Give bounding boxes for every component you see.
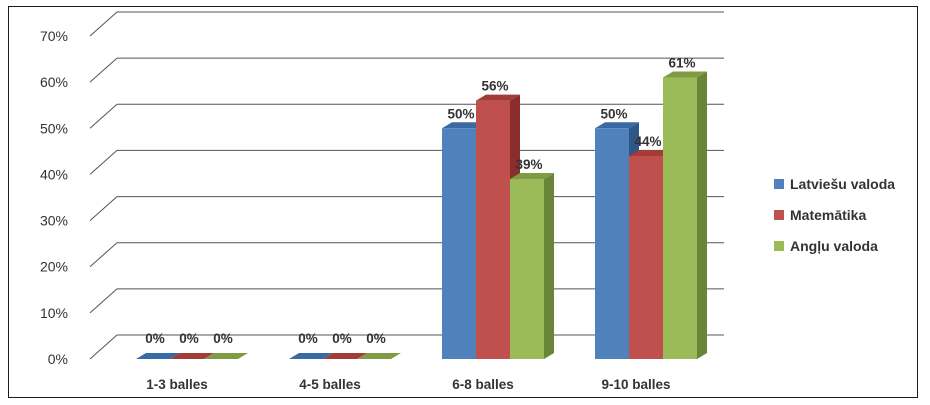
bar: [663, 72, 707, 359]
x-category-label: 6-8 balles: [452, 377, 514, 392]
y-tick-label: 60%: [40, 74, 68, 90]
data-label: 39%: [515, 157, 542, 172]
bar-side: [544, 173, 554, 359]
gridline: [90, 12, 724, 36]
x-category-label: 1-3 balles: [146, 377, 208, 392]
y-tick-label: 30%: [40, 213, 68, 229]
bar-front: [442, 128, 476, 359]
data-label: 0%: [332, 331, 352, 346]
legend-label: Matemātika: [790, 207, 866, 223]
legend-swatch: [774, 241, 784, 251]
data-label: 50%: [600, 106, 627, 121]
data-label: 0%: [298, 331, 318, 346]
x-axis-categories: 1-3 balles 4-5 balles 6-8 balles 9-10 balle…: [146, 377, 670, 392]
bar-front: [663, 78, 697, 359]
legend-label: Angļu valoda: [790, 238, 878, 254]
legend-item-matematika: Matemātika: [774, 199, 895, 230]
data-label: 56%: [481, 79, 508, 94]
data-label: 50%: [447, 106, 474, 121]
y-axis-ticks: 0% 10% 20% 30% 40% 50% 60% 70%: [40, 28, 68, 367]
x-category-label: 9-10 balles: [601, 377, 670, 392]
bar-front: [629, 156, 663, 359]
y-tick-label: 20%: [40, 259, 68, 275]
y-tick-label: 50%: [40, 120, 68, 136]
legend: Latviešu valoda Matemātika Angļu valoda: [774, 168, 895, 261]
bar-front: [510, 179, 544, 359]
legend-swatch: [774, 179, 784, 189]
y-tick-label: 70%: [40, 28, 68, 44]
data-label: 44%: [634, 134, 661, 149]
bar-front: [476, 101, 510, 359]
bar-front: [595, 128, 629, 359]
data-label: 0%: [213, 331, 233, 346]
data-label: 0%: [366, 331, 386, 346]
y-tick-label: 10%: [40, 305, 68, 321]
bar: [510, 173, 554, 359]
legend-swatch: [774, 210, 784, 220]
legend-label: Latviešu valoda: [790, 176, 895, 192]
data-label: 0%: [145, 331, 165, 346]
data-label: 61%: [668, 56, 695, 71]
y-tick-label: 0%: [48, 351, 68, 367]
legend-item-latviesu: Latviešu valoda: [774, 168, 895, 199]
gridline: [90, 58, 724, 82]
bar-side: [697, 72, 707, 359]
data-label: 0%: [179, 331, 199, 346]
x-category-label: 4-5 balles: [299, 377, 361, 392]
y-tick-label: 40%: [40, 166, 68, 182]
legend-item-anglu: Angļu valoda: [774, 230, 895, 261]
